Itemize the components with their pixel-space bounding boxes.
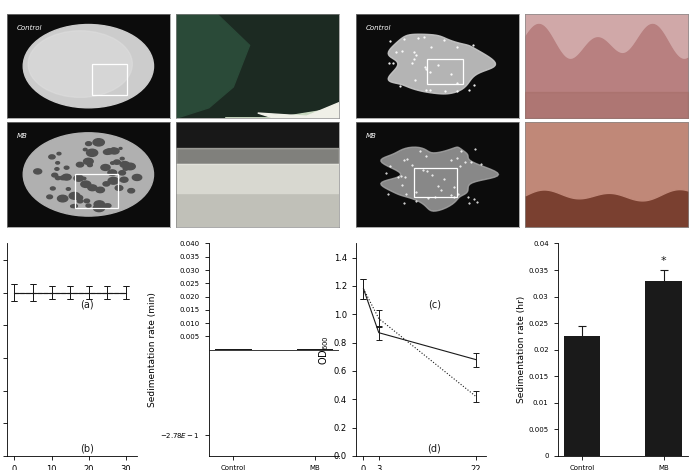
Circle shape [106,149,113,154]
Text: *: * [661,256,667,266]
Circle shape [56,176,60,180]
Polygon shape [177,164,339,193]
Circle shape [115,186,123,190]
Bar [414,168,457,197]
Bar [427,59,464,84]
Circle shape [110,148,119,154]
Circle shape [82,177,86,180]
Circle shape [120,177,128,182]
Text: (b): (b) [80,443,94,453]
Circle shape [56,162,60,164]
Circle shape [86,149,98,157]
Polygon shape [225,108,339,118]
Circle shape [120,157,124,160]
Circle shape [103,182,110,186]
Bar [75,174,117,208]
Circle shape [34,169,42,174]
Circle shape [108,170,117,175]
Circle shape [76,162,83,167]
Bar [297,349,334,350]
Circle shape [62,174,71,180]
Circle shape [81,181,91,188]
Circle shape [86,204,91,207]
Bar [215,349,252,350]
Bar [646,281,682,456]
Circle shape [52,173,58,177]
Circle shape [104,149,111,154]
Circle shape [49,155,55,159]
Text: Control: Control [366,24,391,31]
Polygon shape [177,193,339,227]
Text: (c): (c) [428,300,441,310]
Circle shape [28,31,132,97]
Bar [564,337,600,456]
Circle shape [128,188,135,193]
Circle shape [23,24,154,108]
Circle shape [57,152,61,155]
Circle shape [123,167,129,170]
Circle shape [51,187,55,190]
Circle shape [108,177,119,184]
Polygon shape [381,147,498,211]
Circle shape [60,176,66,180]
Circle shape [64,166,69,169]
Circle shape [23,133,154,216]
Circle shape [74,175,83,181]
Polygon shape [389,34,496,94]
Circle shape [47,195,53,199]
Circle shape [104,204,109,208]
Y-axis label: Sedimentation rate (hr): Sedimentation rate (hr) [517,296,526,403]
Circle shape [93,204,105,212]
Circle shape [88,185,97,191]
Circle shape [120,162,129,167]
Text: MB: MB [17,133,28,139]
Circle shape [119,148,122,149]
Circle shape [119,171,126,175]
Text: Control: Control [17,24,42,31]
Circle shape [55,168,59,170]
Circle shape [72,204,77,208]
Circle shape [111,148,115,150]
Circle shape [101,164,110,171]
Polygon shape [177,14,250,118]
Circle shape [88,164,92,166]
Circle shape [83,158,93,164]
Circle shape [111,162,115,164]
Polygon shape [258,102,339,118]
Circle shape [113,160,120,164]
Circle shape [71,205,74,207]
Text: MB: MB [366,133,376,139]
Circle shape [94,201,104,208]
Circle shape [83,149,87,151]
Circle shape [93,139,104,146]
Circle shape [84,199,90,203]
Circle shape [96,187,104,193]
Circle shape [132,174,142,180]
Circle shape [76,196,83,200]
Circle shape [58,195,68,202]
Circle shape [70,192,80,199]
Text: (a): (a) [80,300,94,310]
Polygon shape [177,149,339,164]
Y-axis label: OD$_{600}$: OD$_{600}$ [317,335,331,365]
Circle shape [125,163,136,170]
Text: (d): (d) [427,443,441,453]
Circle shape [77,199,83,203]
Y-axis label: Sedimentation rate (min): Sedimentation rate (min) [148,292,157,407]
Circle shape [66,188,70,190]
Circle shape [105,204,111,208]
Circle shape [85,142,92,146]
Bar [92,64,127,95]
